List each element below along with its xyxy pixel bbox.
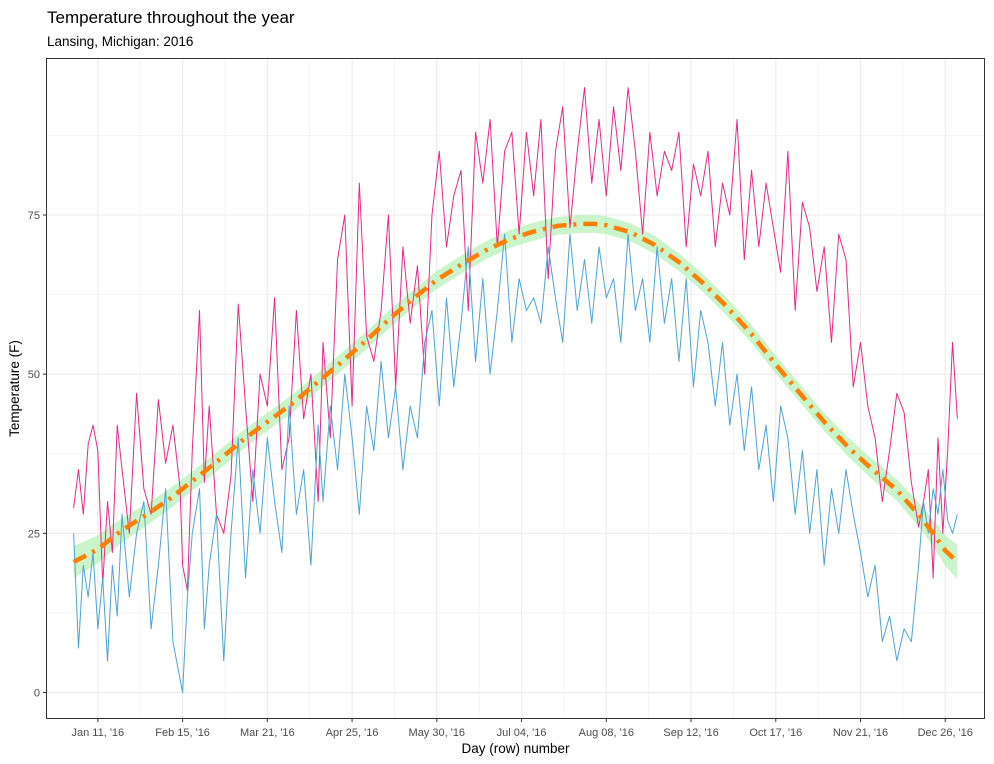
chart-title: Temperature throughout the year — [47, 8, 295, 27]
x-tick-label: Mar 21, '16 — [240, 727, 295, 739]
x-axis: Jan 11, '16 Feb 15, '16 Mar 21, '16 Apr 25,… — [72, 718, 973, 739]
x-tick-label: Jan 11, '16 — [72, 727, 125, 739]
y-axis-title: Temperature (F) — [7, 340, 22, 437]
x-tick-label: May 30, '16 — [409, 727, 466, 739]
max-temperature-line — [73, 87, 958, 592]
x-tick-label: Feb 15, '16 — [155, 727, 210, 739]
y-tick-label: 25 — [28, 528, 40, 540]
x-tick-label: Nov 21, '16 — [833, 727, 888, 739]
x-tick-label: Jul 04, '16 — [497, 727, 547, 739]
grid-lines — [47, 59, 984, 718]
trend-layer — [72, 221, 959, 564]
y-tick-label: 0 — [34, 688, 40, 700]
min-temperature-line — [73, 233, 958, 694]
plot-panel-border — [46, 58, 985, 719]
series-layer — [73, 87, 958, 694]
y-tick-label: 75 — [28, 210, 40, 222]
x-tick-label: Aug 08, '16 — [579, 727, 634, 739]
x-tick-label: Dec 26, '16 — [918, 727, 973, 739]
smoothed-trend-line — [72, 221, 959, 564]
confidence-band-layer — [73, 214, 958, 580]
x-tick-label: Apr 25, '16 — [326, 727, 379, 739]
y-tick-label: 50 — [28, 369, 40, 381]
trend-confidence-band — [73, 214, 958, 580]
y-axis: 0 25 50 75 — [28, 210, 47, 700]
chart-subtitle: Lansing, Michigan: 2016 — [47, 34, 193, 49]
x-tick-label: Oct 17, '16 — [749, 727, 802, 739]
x-axis-title: Day (row) number — [461, 741, 570, 756]
x-tick-label: Sep 12, '16 — [663, 727, 718, 739]
